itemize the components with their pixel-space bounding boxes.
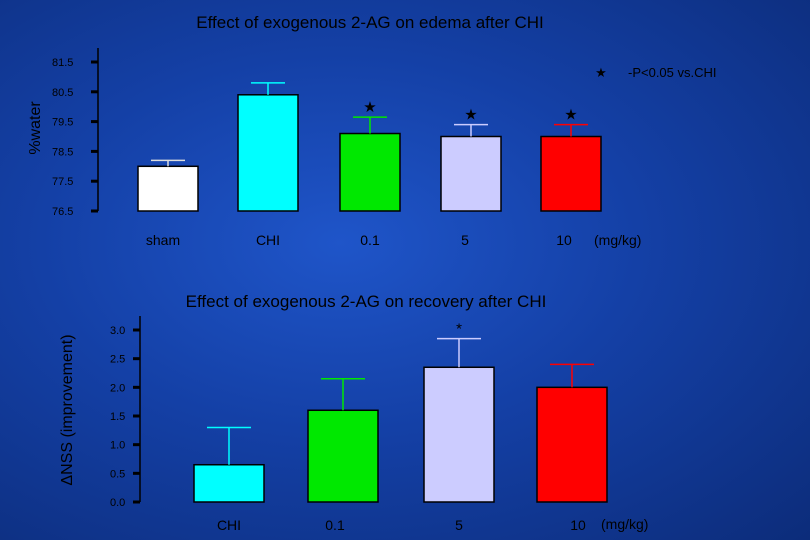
chart2-y-tick-label: 3.0 xyxy=(110,325,125,337)
chart2-y-tick-label: 2.0 xyxy=(110,382,125,394)
chart2-y-tick-label: 1.5 xyxy=(110,411,125,423)
chart1-category-label: sham xyxy=(146,232,180,248)
chart2-significance-mark: * xyxy=(456,321,462,338)
chart1-significance-mark: ★ xyxy=(464,107,477,124)
chart1-title: Effect of exogenous 2-AG on edema after … xyxy=(196,13,543,32)
chart1-legend-symbol: ★ xyxy=(595,65,607,80)
chart2-plot: 0.0 0.5 1.0 1.5 2.0 2.5 3.0 CHI 0.1 * 5 10 xyxy=(110,316,608,533)
chart1-y-tick-label: 79.5 xyxy=(52,117,73,129)
chart1-plot: 76.5 77.5 78.5 79.5 80.5 81.5 sham CHI ★ 0.1 ★ 5 ★ 10 xyxy=(52,48,602,248)
chart2-bar xyxy=(193,463,265,503)
chart1-category-label: CHI xyxy=(256,232,280,248)
chart2-y-tick-label: 1.0 xyxy=(110,440,125,452)
chart1-category-label: 0.1 xyxy=(360,232,380,248)
chart2-category-label: CHI xyxy=(217,517,241,533)
chart1-bar xyxy=(137,165,199,212)
chart1-significance-mark: ★ xyxy=(363,99,376,116)
chart1-y-tick-label: 80.5 xyxy=(52,87,73,99)
chart2-y-tick-label: 0.0 xyxy=(110,497,125,509)
chart1-unit-label: (mg/kg) xyxy=(594,232,641,248)
chart2-bar xyxy=(423,366,495,503)
chart1-significance-mark: ★ xyxy=(564,107,577,124)
chart2-unit-label: (mg/kg) xyxy=(601,516,648,532)
chart1-bar xyxy=(339,132,401,212)
chart2-bar xyxy=(536,386,608,503)
chart2-y-axis-label: ΔNSS (improvement) xyxy=(59,334,76,485)
chart1-y-axis-label: %water xyxy=(27,101,44,155)
chart2-category-label: 10 xyxy=(570,517,586,533)
chart1-category-label: 5 xyxy=(461,232,469,248)
chart1-y-tick-label: 77.5 xyxy=(52,176,73,188)
chart2-y-tick-label: 0.5 xyxy=(110,468,125,480)
chart2-bar xyxy=(307,409,379,503)
chart1-y-tick-label: 78.5 xyxy=(52,146,73,158)
chart1-bar xyxy=(237,94,299,212)
chart2-category-label: 0.1 xyxy=(325,517,345,533)
chart1-category-label: 10 xyxy=(556,232,572,248)
chart2-title: Effect of exogenous 2-AG on recovery aft… xyxy=(186,292,547,311)
chart1-legend-text: -P<0.05 vs.CHI xyxy=(628,65,717,80)
chart2-y-tick-label: 2.5 xyxy=(110,354,125,366)
chart1-y-tick-label: 81.5 xyxy=(52,57,73,69)
chart1-bar xyxy=(540,135,602,212)
chart1-y-tick-label: 76.5 xyxy=(52,206,73,218)
chart1-bar xyxy=(440,135,502,212)
chart2-category-label: 5 xyxy=(455,517,463,533)
